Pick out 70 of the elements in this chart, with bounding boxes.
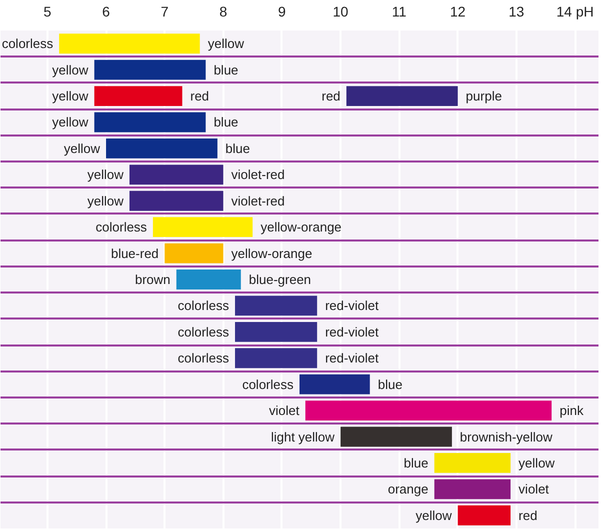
annotation: yellow: [416, 508, 452, 523]
annotation: colorless: [178, 298, 230, 314]
annotation: yellow: [208, 36, 245, 52]
x-tick-label: 5: [44, 4, 52, 20]
annotation: colorless: [242, 376, 294, 392]
annotation: yellow-orange: [231, 246, 312, 261]
x-tick-label: 13: [508, 4, 524, 20]
x-tick-label: 12: [450, 4, 466, 20]
annotation: red-violet: [325, 324, 379, 340]
bar: [152, 217, 253, 238]
annotation: pink: [560, 403, 584, 418]
bar: [305, 400, 552, 421]
bar: [346, 86, 458, 106]
x-tick-label: 9: [278, 4, 286, 20]
annotation: blue: [214, 114, 238, 130]
annotation: violet-red: [231, 193, 285, 208]
x-tick-label: 7: [160, 4, 169, 20]
bar: [235, 322, 318, 342]
bar: [129, 164, 224, 185]
annotation: yellow: [87, 193, 124, 208]
bar: [94, 86, 182, 106]
annotation: blue: [378, 376, 402, 392]
annotation: brown: [134, 272, 170, 287]
annotation: brownish-yellow: [460, 429, 554, 444]
x-tick-label: 14 pH: [556, 4, 594, 20]
bar: [340, 426, 452, 447]
annotation: red-violet: [325, 350, 379, 366]
bar: [235, 296, 318, 316]
annotation: colorless: [178, 350, 230, 366]
annotation: yellow: [87, 167, 124, 182]
annotation: yellow: [64, 140, 101, 156]
bar: [434, 479, 511, 500]
annotation: purple: [466, 88, 502, 104]
annotation: blue-red: [110, 246, 159, 261]
x-tick-label: 11: [392, 4, 407, 20]
bar: [59, 34, 200, 54]
annotation: colorless: [2, 36, 54, 52]
annotation: yellow: [52, 88, 89, 104]
annotation: red: [190, 88, 210, 104]
annotation: blue-green: [248, 272, 312, 287]
bar: [94, 60, 206, 80]
annotation: blue: [404, 455, 428, 470]
bar: [176, 270, 241, 290]
bar: [94, 112, 206, 132]
annotation: yellow: [52, 62, 89, 78]
annotation: yellow: [518, 455, 556, 470]
annotation: yellow: [52, 114, 89, 130]
bar: [434, 453, 511, 473]
bar: [235, 348, 318, 368]
annotation: orange: [388, 482, 428, 497]
annotation: violet-red: [231, 167, 285, 182]
bar: [164, 243, 224, 264]
annotation: colorless: [96, 220, 148, 235]
annotation: red-violet: [325, 298, 379, 314]
x-tick-label: 6: [102, 4, 110, 20]
annotation: red: [518, 508, 538, 523]
bar: [129, 190, 224, 211]
bar: [106, 138, 218, 158]
x-tick-label: 8: [219, 4, 228, 20]
annotation: colorless: [178, 324, 230, 340]
annotation: violet: [518, 482, 550, 497]
annotation: light yellow: [270, 429, 336, 444]
bar: [458, 505, 511, 526]
annotation: blue: [225, 140, 250, 156]
annotation: red: [322, 88, 340, 104]
annotation: yellow-orange: [260, 220, 342, 235]
bar: [300, 374, 370, 394]
x-tick-label: 10: [332, 4, 349, 20]
annotation: blue: [214, 62, 238, 78]
annotation: violet: [269, 403, 300, 418]
